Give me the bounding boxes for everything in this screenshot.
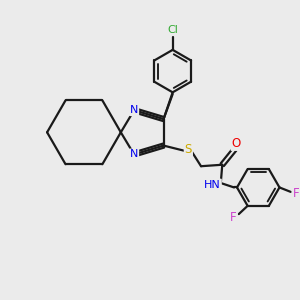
Text: N: N	[130, 149, 138, 159]
Text: F: F	[230, 211, 237, 224]
Text: N: N	[130, 105, 138, 115]
Text: O: O	[232, 137, 241, 150]
Text: S: S	[185, 143, 192, 156]
Text: F: F	[293, 187, 299, 200]
Text: HN: HN	[204, 179, 221, 190]
Text: Cl: Cl	[167, 25, 178, 35]
